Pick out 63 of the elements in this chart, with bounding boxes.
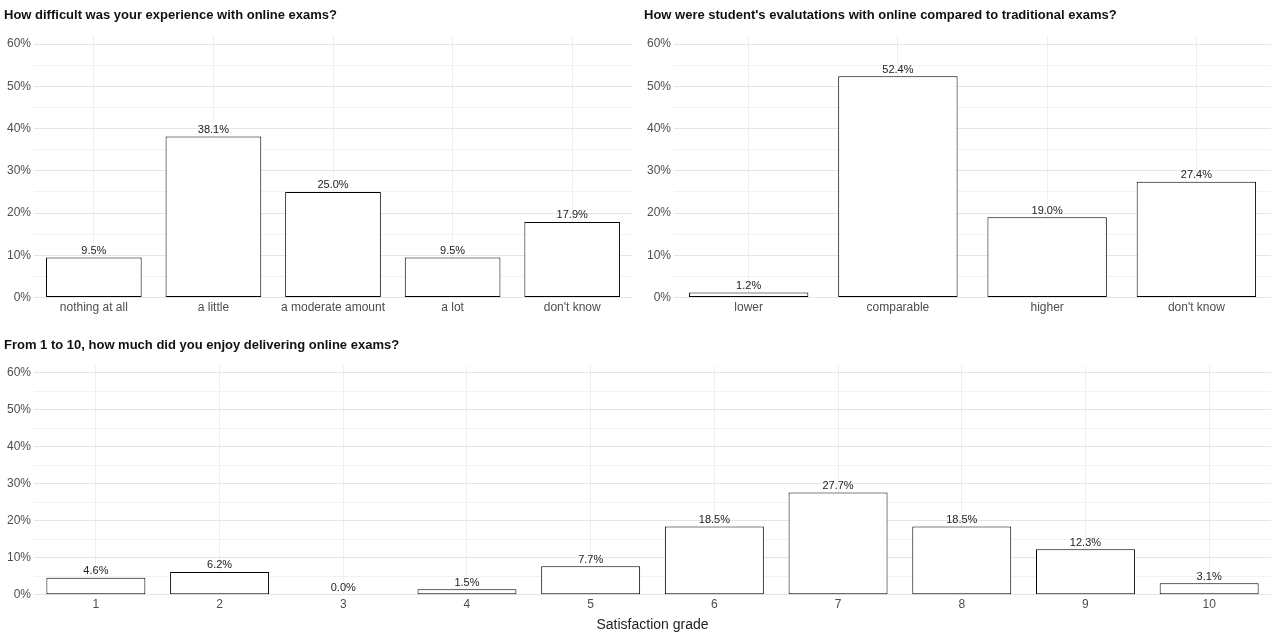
x-tick-label: nothing at all <box>59 300 128 315</box>
y-tick-label: 60% <box>6 36 32 51</box>
y-tick-label: 40% <box>646 120 672 135</box>
data-label: 19.0% <box>1031 203 1063 216</box>
y-tick-label: 30% <box>646 163 672 178</box>
x-tick-label: 2 <box>216 597 224 612</box>
y-tick-label: 50% <box>646 78 672 93</box>
y-tick-label: 50% <box>6 402 32 417</box>
x-tick-label: 10 <box>1202 597 1217 612</box>
chart-title: How difficult was your experience with online exams? <box>4 7 338 23</box>
data-label: 12.3% <box>1069 535 1102 548</box>
chart-title: How were student's evalutations with online compared to traditional exams? <box>644 7 1117 23</box>
x-axis-title: Satisfaction grade <box>596 616 709 633</box>
x-tick-label: a little <box>197 300 230 315</box>
x-tick-label: a moderate amount <box>280 300 386 315</box>
x-tick-label: don't know <box>543 300 602 315</box>
chart-title: From 1 to 10, how much did you enjoy delivering online exams? <box>4 337 400 353</box>
x-tick-label: higher <box>1030 300 1064 315</box>
y-tick-label: 30% <box>6 163 32 178</box>
data-label: 38.1% <box>197 123 230 136</box>
y-tick-label: 50% <box>6 78 32 93</box>
y-tick-label: 10% <box>646 247 672 262</box>
y-tick-label: 30% <box>6 476 32 491</box>
data-label: 1.5% <box>454 575 480 588</box>
x-tick-label: 6 <box>711 597 719 612</box>
data-label: 3.1% <box>1196 569 1222 582</box>
y-tick-label: 40% <box>6 120 32 135</box>
y-tick-label: 20% <box>6 205 32 220</box>
data-label: 27.4% <box>1180 168 1213 181</box>
y-tick-label: 0% <box>13 289 32 304</box>
x-tick-label: 3 <box>339 597 347 612</box>
x-tick-label: lower <box>734 300 763 315</box>
data-label: 7.7% <box>578 552 604 565</box>
y-tick-label: 40% <box>6 439 32 454</box>
data-label: 9.5% <box>81 243 107 256</box>
data-label: 6.2% <box>207 558 233 571</box>
data-label: 17.9% <box>556 208 589 221</box>
x-tick-label: 4 <box>463 597 471 612</box>
data-label: 9.5% <box>440 243 466 256</box>
data-label: 27.7% <box>822 478 854 491</box>
y-tick-label: 60% <box>6 365 32 380</box>
x-tick-label: 9 <box>1082 597 1090 612</box>
data-label: 25.0% <box>317 178 349 191</box>
data-label: 4.6% <box>83 564 109 577</box>
y-tick-label: 10% <box>6 550 32 565</box>
x-tick-label: 8 <box>958 597 966 612</box>
data-label: 0.0% <box>330 581 357 594</box>
y-tick-label: 10% <box>6 247 32 262</box>
x-tick-label: 5 <box>587 597 595 612</box>
data-label: 1.2% <box>736 279 762 292</box>
x-tick-label: 1 <box>92 597 100 612</box>
data-label: 18.5% <box>698 512 731 525</box>
data-label: 52.4% <box>882 62 914 75</box>
y-tick-label: 20% <box>6 513 32 528</box>
data-label: 18.5% <box>946 512 978 525</box>
x-tick-label: don't know <box>1167 300 1226 315</box>
x-tick-label: comparable <box>866 300 930 315</box>
x-tick-label: 7 <box>834 597 842 612</box>
y-tick-label: 0% <box>653 289 672 304</box>
y-tick-label: 0% <box>13 587 32 602</box>
y-tick-label: 20% <box>646 205 672 220</box>
x-tick-label: a lot <box>441 300 465 315</box>
y-tick-label: 60% <box>646 36 672 51</box>
